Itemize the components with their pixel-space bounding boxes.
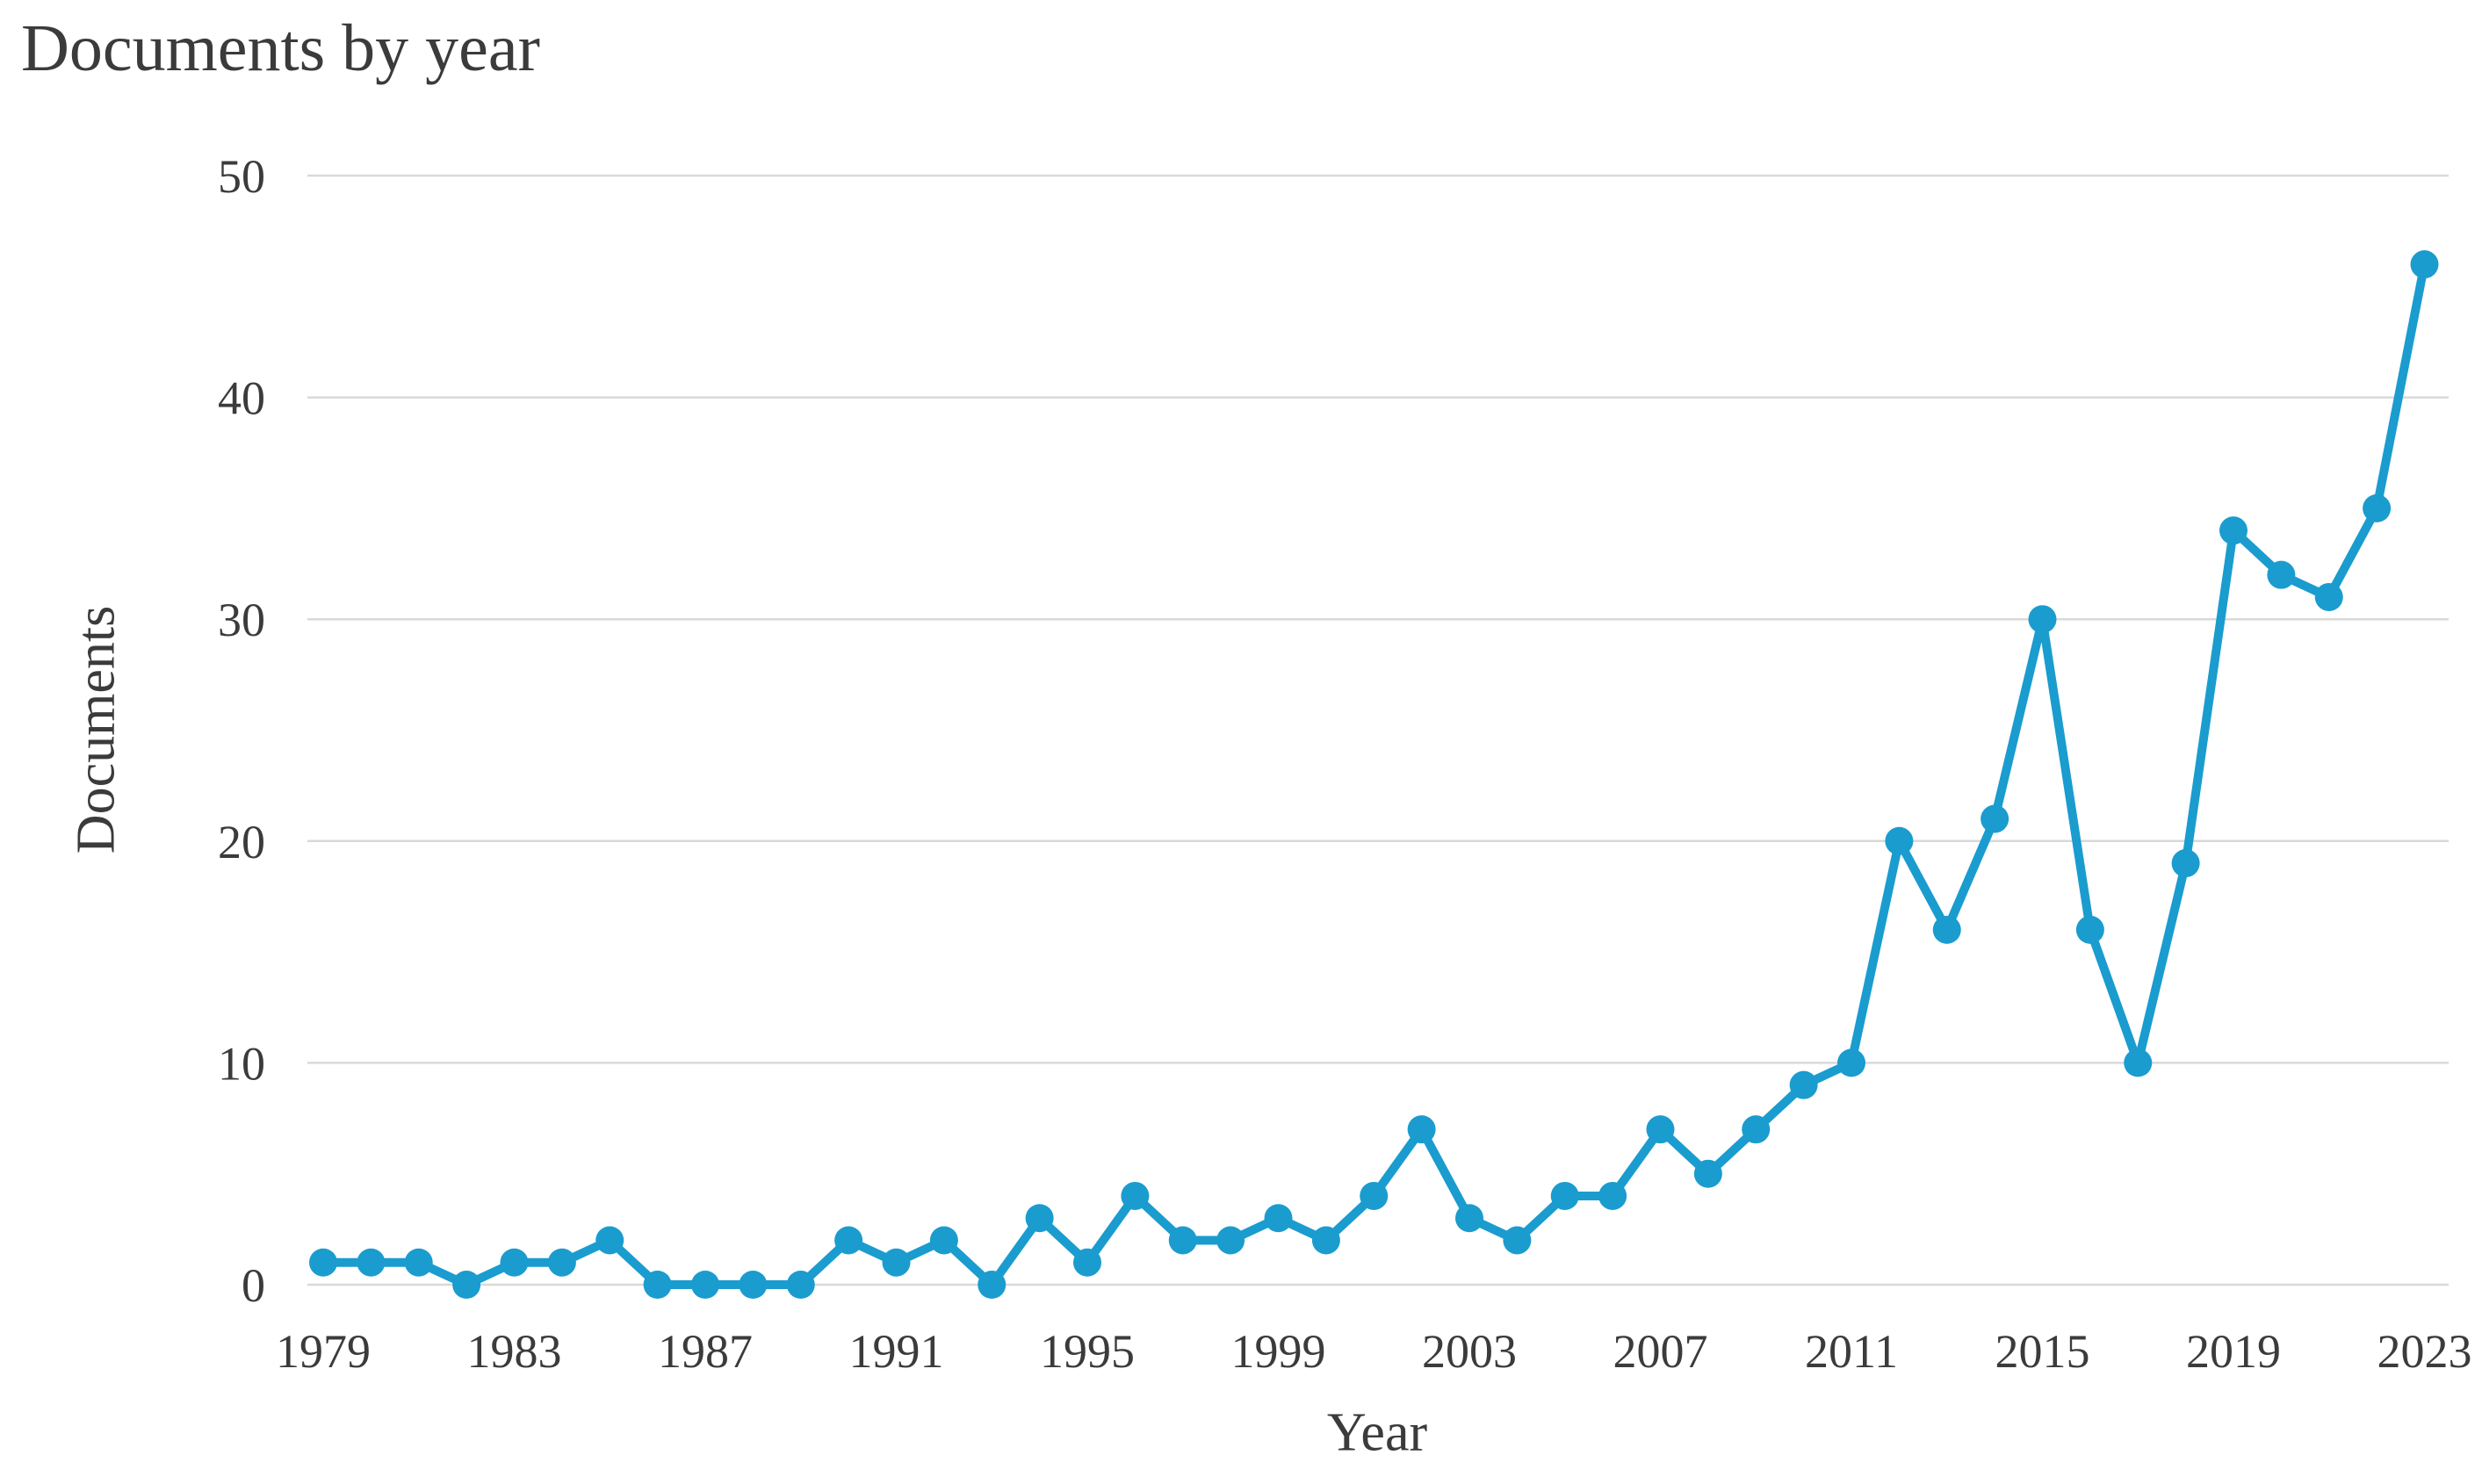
y-tick-label: 50 [218,150,265,203]
x-tick-label: 1991 [849,1325,944,1378]
data-point[interactable] [1311,1226,1340,1255]
x-tick-label: 2011 [1805,1325,1898,1378]
data-point[interactable] [404,1248,433,1277]
data-point[interactable] [1073,1248,1101,1277]
x-tick-label: 2003 [1422,1325,1517,1378]
data-point[interactable] [643,1271,672,1299]
data-point[interactable] [2314,582,2343,611]
data-point[interactable] [739,1271,768,1299]
data-point[interactable] [2075,915,2104,944]
data-point[interactable] [1646,1115,1675,1144]
data-point[interactable] [1264,1204,1293,1233]
data-point[interactable] [1981,804,2009,833]
data-point[interactable] [1742,1115,1771,1144]
data-point[interactable] [2124,1048,2153,1077]
data-point[interactable] [786,1271,815,1299]
data-point[interactable] [834,1226,863,1255]
x-tick-label: 1979 [276,1325,371,1378]
data-point[interactable] [1598,1181,1627,1210]
y-tick-label: 30 [218,594,265,646]
x-tick-label: 1995 [1040,1325,1135,1378]
data-point[interactable] [357,1248,386,1277]
data-point[interactable] [691,1271,719,1299]
y-tick-label: 40 [218,372,265,425]
data-point[interactable] [2363,493,2392,522]
data-point[interactable] [1693,1159,1722,1188]
x-tick-label: 2007 [1613,1325,1708,1378]
data-point[interactable] [1025,1204,1054,1233]
x-tick-label: 1983 [467,1325,562,1378]
series-line [319,260,2429,1289]
data-point[interactable] [1550,1181,1579,1210]
data-point[interactable] [2410,250,2439,279]
data-point[interactable] [2267,560,2296,589]
y-tick-label: 20 [218,816,265,868]
y-tick-label: 0 [242,1259,265,1312]
data-point[interactable] [547,1248,576,1277]
data-point[interactable] [595,1226,624,1255]
data-point[interactable] [1216,1226,1245,1255]
y-tick-label: 10 [218,1037,265,1090]
data-point[interactable] [1407,1115,1436,1144]
data-point[interactable] [1121,1181,1150,1210]
data-point[interactable] [1837,1048,1865,1077]
data-point[interactable] [2219,516,2248,545]
data-point[interactable] [1885,826,1914,855]
data-point[interactable] [1503,1226,1532,1255]
data-point[interactable] [2028,605,2057,634]
x-tick-label: 1999 [1231,1325,1326,1378]
data-point[interactable] [1789,1070,1818,1099]
chart-title: Documents by year [21,11,540,85]
x-tick-label: 2015 [1995,1325,2090,1378]
x-axis-title: Year [1326,1402,1428,1463]
x-tick-label: 2023 [2377,1325,2472,1378]
data-point[interactable] [1932,915,1961,944]
data-point[interactable] [882,1248,911,1277]
data-point[interactable] [1168,1226,1197,1255]
data-point[interactable] [1360,1181,1389,1210]
data-point[interactable] [978,1271,1007,1299]
data-point[interactable] [309,1248,337,1277]
data-point[interactable] [452,1271,481,1299]
data-point[interactable] [500,1248,529,1277]
x-tick-label: 1987 [658,1325,753,1378]
data-point[interactable] [1455,1204,1483,1233]
x-tick-label: 2019 [2186,1325,2281,1378]
data-point[interactable] [2171,849,2200,878]
data-point[interactable] [929,1226,958,1255]
